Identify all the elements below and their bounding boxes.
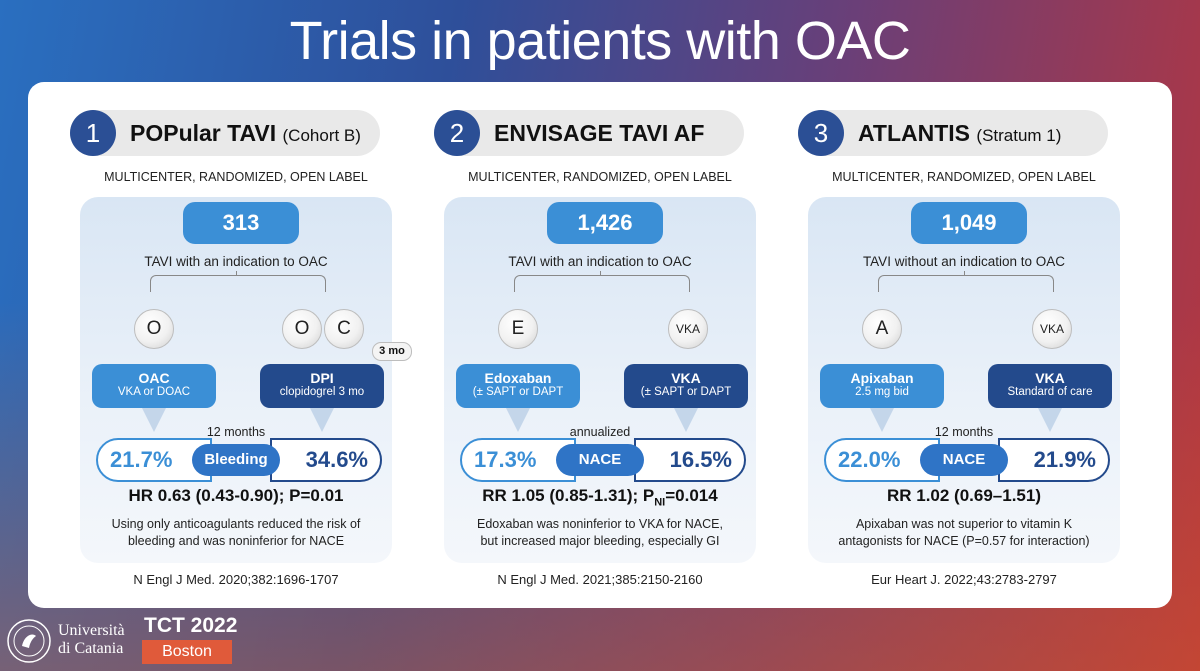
enrolled-count: 1,049 bbox=[911, 202, 1027, 244]
bracket-stem bbox=[600, 271, 601, 276]
endpoint-label: NACE bbox=[920, 444, 1008, 476]
arm-right-name: VKA bbox=[1035, 370, 1065, 386]
arm-right-detail: Standard of care bbox=[1007, 386, 1093, 398]
event-location-badge: Boston bbox=[142, 640, 232, 664]
arrow-down-icon bbox=[310, 408, 334, 432]
trial-name: POPular TAVI (Cohort B) bbox=[130, 120, 361, 146]
follow-up-interval: 12 months bbox=[934, 425, 994, 439]
trial-conclusion: Edoxaban was noninferior to VKA for NACE… bbox=[477, 517, 723, 548]
randomization-bracket bbox=[514, 275, 690, 292]
arrow-down-icon bbox=[142, 408, 166, 432]
arm-left-box: Apixaban 2.5 mg bid bbox=[820, 364, 944, 408]
arrow-down-icon bbox=[870, 408, 894, 432]
trial-popular-tavi: 1 POPular TAVI (Cohort B) MULTICENTER, R… bbox=[28, 82, 412, 608]
randomization-bracket bbox=[150, 275, 326, 292]
arrow-down-icon bbox=[1038, 408, 1062, 432]
arm-left-name: Apixaban bbox=[850, 370, 914, 386]
right-arm-result: 34.6% bbox=[270, 438, 382, 482]
bracket-stem bbox=[236, 271, 237, 276]
arm-right-box: VKA (± SAPT or DAPT bbox=[624, 364, 748, 408]
right-arm-result: 16.5% bbox=[634, 438, 746, 482]
arrow-down-icon bbox=[674, 408, 698, 432]
bracket-stem bbox=[964, 271, 965, 276]
trial-name: ATLANTIS (Stratum 1) bbox=[858, 120, 1062, 146]
arm-left-box: Edoxaban (± SAPT or DAPT bbox=[456, 364, 580, 408]
arm-left-box: OAC VKA or DOAC bbox=[92, 364, 216, 408]
trial-design: MULTICENTER, RANDOMIZED, OPEN LABEL bbox=[104, 170, 368, 184]
trial-reference: N Engl J Med. 2021;385:2150-2160 bbox=[497, 572, 703, 587]
endpoint-label: Bleeding bbox=[192, 444, 280, 476]
population-label: TAVI with an indication to OAC bbox=[144, 254, 328, 269]
trial-conclusion: Using only anticoagulants reduced the ri… bbox=[111, 517, 361, 548]
trial-envisage-tavi-af: 2 ENVISAGE TAVI AF MULTICENTER, RANDOMIZ… bbox=[392, 82, 756, 608]
trial-number-badge: 1 bbox=[70, 110, 116, 156]
trial-reference: N Engl J Med. 2020;382:1696-1707 bbox=[133, 572, 339, 587]
page-title: Trials in patients with OAC bbox=[289, 11, 911, 71]
trials-panel: 1 POPular TAVI (Cohort B) MULTICENTER, R… bbox=[28, 82, 1172, 608]
arm-left-circle: O bbox=[134, 309, 174, 349]
trial-subtitle: (Stratum 1) bbox=[976, 126, 1062, 145]
population-label: TAVI without an indication to OAC bbox=[862, 254, 1066, 269]
arm-left-name: Edoxaban bbox=[484, 370, 552, 386]
population-label: TAVI with an indication to OAC bbox=[508, 254, 692, 269]
enrolled-count: 313 bbox=[183, 202, 299, 244]
arm-left-detail: (± SAPT or DAPT bbox=[472, 386, 564, 398]
arm-right-name: DPI bbox=[310, 370, 334, 386]
trial-conclusion: Apixaban was not superior to vitamin K a… bbox=[838, 517, 1090, 548]
arm-left-circle: E bbox=[498, 309, 538, 349]
trial-number-badge: 2 bbox=[434, 110, 480, 156]
arm-right-circle-c: C bbox=[324, 309, 364, 349]
effect-estimate: RR 1.05 (0.85-1.31); PNI=0.014 bbox=[482, 486, 718, 509]
trial-header: 1 POPular TAVI (Cohort B) bbox=[70, 110, 380, 156]
trial-header: 2 ENVISAGE TAVI AF bbox=[434, 110, 744, 156]
trial-atlantis: 3 ATLANTIS (Stratum 1) MULTICENTER, RAND… bbox=[756, 82, 1120, 608]
duration-badge: 3 mo bbox=[372, 342, 412, 361]
trial-name: ENVISAGE TAVI AF bbox=[494, 120, 705, 146]
trial-subtitle: (Cohort B) bbox=[282, 126, 361, 145]
arm-right-detail: (± SAPT or DAPT bbox=[640, 386, 732, 398]
trial-number-badge: 3 bbox=[798, 110, 844, 156]
arm-right-circle-o: O bbox=[282, 309, 322, 349]
arm-right-circle: VKA bbox=[668, 309, 708, 349]
university-seal-icon bbox=[7, 619, 51, 663]
arm-left-detail: VKA or DOAC bbox=[117, 386, 191, 398]
arm-left-circle: A bbox=[862, 309, 902, 349]
event-name: TCT 2022 bbox=[144, 614, 238, 637]
randomization-bracket bbox=[878, 275, 1054, 292]
arm-right-box: VKA Standard of care bbox=[988, 364, 1112, 408]
follow-up-interval: 12 months bbox=[206, 425, 266, 439]
endpoint-label: NACE bbox=[556, 444, 644, 476]
arrow-down-icon bbox=[506, 408, 530, 432]
effect-estimate: HR 0.63 (0.43-0.90); P=0.01 bbox=[128, 486, 344, 505]
arm-right-name: VKA bbox=[671, 370, 701, 386]
arm-right-circle: VKA bbox=[1032, 309, 1072, 349]
enrolled-count: 1,426 bbox=[547, 202, 663, 244]
arm-left-detail: 2.5 mg bid bbox=[855, 386, 909, 398]
arm-left-name: OAC bbox=[138, 370, 170, 386]
arm-right-box: DPI clopidogrel 3 mo bbox=[260, 364, 384, 408]
trial-header: 3 ATLANTIS (Stratum 1) bbox=[798, 110, 1108, 156]
arm-right-detail: clopidogrel 3 mo bbox=[279, 386, 365, 398]
trial-design: MULTICENTER, RANDOMIZED, OPEN LABEL bbox=[832, 170, 1096, 184]
effect-estimate: RR 1.02 (0.69–1.51) bbox=[886, 486, 1042, 505]
follow-up-interval: annualized bbox=[569, 425, 631, 439]
left-arm-result: 22.0% bbox=[824, 438, 940, 482]
university-name: Università di Catania bbox=[58, 622, 125, 657]
trial-design: MULTICENTER, RANDOMIZED, OPEN LABEL bbox=[468, 170, 732, 184]
right-arm-result: 21.9% bbox=[998, 438, 1110, 482]
trial-reference: Eur Heart J. 2022;43:2783-2797 bbox=[871, 572, 1057, 587]
